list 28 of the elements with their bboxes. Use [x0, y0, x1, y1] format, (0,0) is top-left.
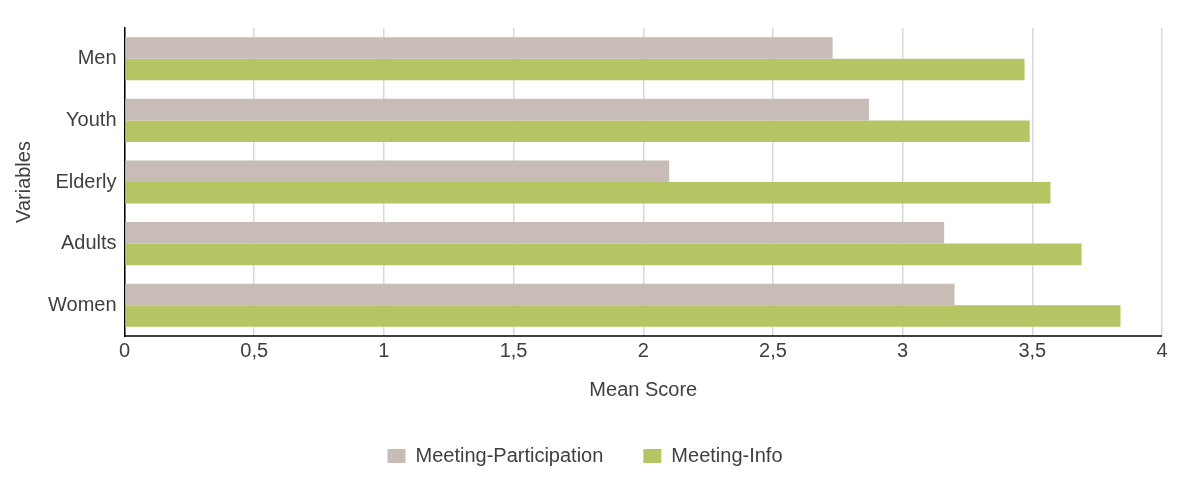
y-tick-label: Elderly — [55, 169, 117, 192]
x-tick-label: 4 — [1156, 338, 1168, 361]
x-tick-label: 0,5 — [240, 338, 269, 361]
bar — [125, 283, 955, 306]
bar — [125, 160, 670, 182]
y-axis-title: Variables — [11, 141, 34, 223]
x-tick-label: 2,5 — [759, 338, 787, 361]
x-tick-label: 2 — [637, 338, 649, 361]
y-tick-label: Adults — [60, 231, 117, 254]
y-tick-label: Men — [77, 46, 117, 69]
x-tick-label: 0 — [118, 338, 131, 361]
bar — [125, 182, 1051, 204]
x-tick-label: 3 — [897, 338, 909, 361]
x-tick-label: 1,5 — [499, 338, 528, 361]
x-tick-label: 3,5 — [1018, 338, 1047, 361]
bar — [125, 243, 1082, 266]
bar — [125, 120, 1030, 142]
x-tick-label: 1 — [378, 338, 390, 361]
bar — [125, 98, 869, 121]
legend-label: Meeting-Participation — [415, 443, 604, 466]
y-tick-label: Youth — [66, 107, 117, 130]
y-tick-label: Women — [48, 292, 117, 315]
bar — [125, 58, 1025, 81]
bar — [125, 305, 1121, 327]
x-axis-title: Mean Score — [589, 377, 698, 400]
bar — [125, 222, 945, 244]
bar — [125, 37, 833, 59]
legend-label: Meeting-Info — [671, 443, 783, 466]
